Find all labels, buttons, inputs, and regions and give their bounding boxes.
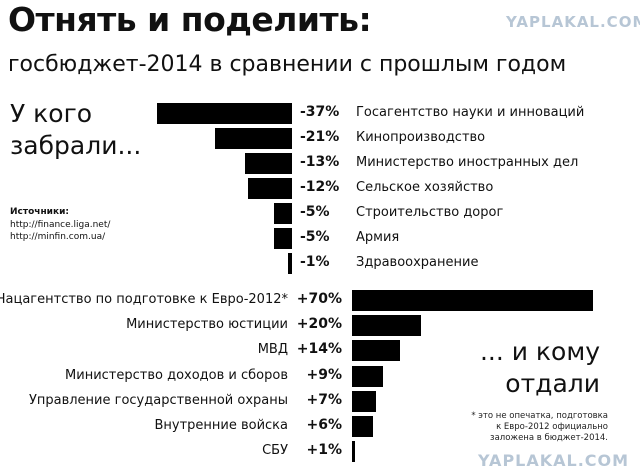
bar [352, 441, 356, 463]
category-label: Нацагентство по подготовке к Евро-2012* [0, 292, 288, 307]
right-heading-line2: отдали [505, 369, 600, 398]
bar [352, 290, 593, 311]
footnote-line: * это не опечатка, подготовка [471, 411, 608, 421]
data-label: -12% [300, 179, 340, 195]
category-label: СБУ [262, 443, 288, 459]
data-label: -21% [300, 129, 340, 145]
sources-label: Источники: [10, 207, 69, 217]
category-label: Управление государственной охраны [28, 392, 288, 408]
category-label: Министерство юстиции [126, 317, 288, 333]
data-label: +6% [306, 417, 343, 433]
data-label: -1% [300, 254, 330, 270]
data-label: -37% [300, 104, 340, 120]
data-label: +20% [296, 316, 342, 333]
bar [352, 416, 373, 437]
bar [352, 340, 401, 362]
bar [156, 103, 292, 124]
watermark-top: YAPLAKAL.COM [506, 13, 640, 31]
page-title: Отнять и поделить: [8, 0, 372, 39]
data-label: +70% [296, 291, 342, 307]
bar [273, 203, 292, 224]
category-label: Кинопроизводство [356, 130, 486, 145]
subtitle: госбюджет-2014 в сравнении с прошлым год… [8, 52, 567, 77]
left-heading-line2: забрали... [10, 131, 142, 160]
category-label: Министерство доходов и сборов [65, 367, 288, 383]
data-label: +14% [296, 341, 342, 358]
bar [215, 128, 292, 149]
left-heading-line1: У кого [10, 99, 93, 128]
bar [244, 153, 292, 174]
data-label: -13% [300, 154, 340, 170]
data-label: +1% [306, 442, 343, 459]
footnote-line: к Евро-2012 официально [496, 422, 608, 432]
category-label: Здравоохранение [356, 255, 479, 270]
category-label: Сельское хозяйство [356, 180, 494, 195]
watermark-bottom: YAPLAKAL.COM [478, 451, 630, 470]
right-heading-line1: ... и кому [479, 337, 600, 366]
data-label: -5% [300, 229, 330, 245]
bar [352, 390, 377, 412]
bar [248, 178, 292, 199]
category-label: МВД [257, 342, 288, 358]
data-label: +7% [306, 391, 343, 408]
category-label: Госагентство науки и инноваций [356, 105, 585, 120]
category-label: Армия [356, 230, 400, 245]
category-label: Министерство иностранных дел [356, 155, 579, 170]
source-link[interactable]: http://finance.liga.net/ [10, 220, 111, 230]
category-label: Внутренние войска [154, 418, 288, 433]
data-label: +9% [306, 366, 343, 383]
bar [352, 315, 421, 337]
category-label: Строительство дорог [356, 205, 504, 220]
source-link[interactable]: http://minfin.com.ua/ [10, 232, 106, 242]
bar [273, 228, 292, 249]
data-label: -5% [300, 204, 330, 220]
footnote-line: заложена в бюджет-2014. [490, 433, 608, 443]
bar [288, 253, 292, 274]
bar [352, 365, 383, 387]
